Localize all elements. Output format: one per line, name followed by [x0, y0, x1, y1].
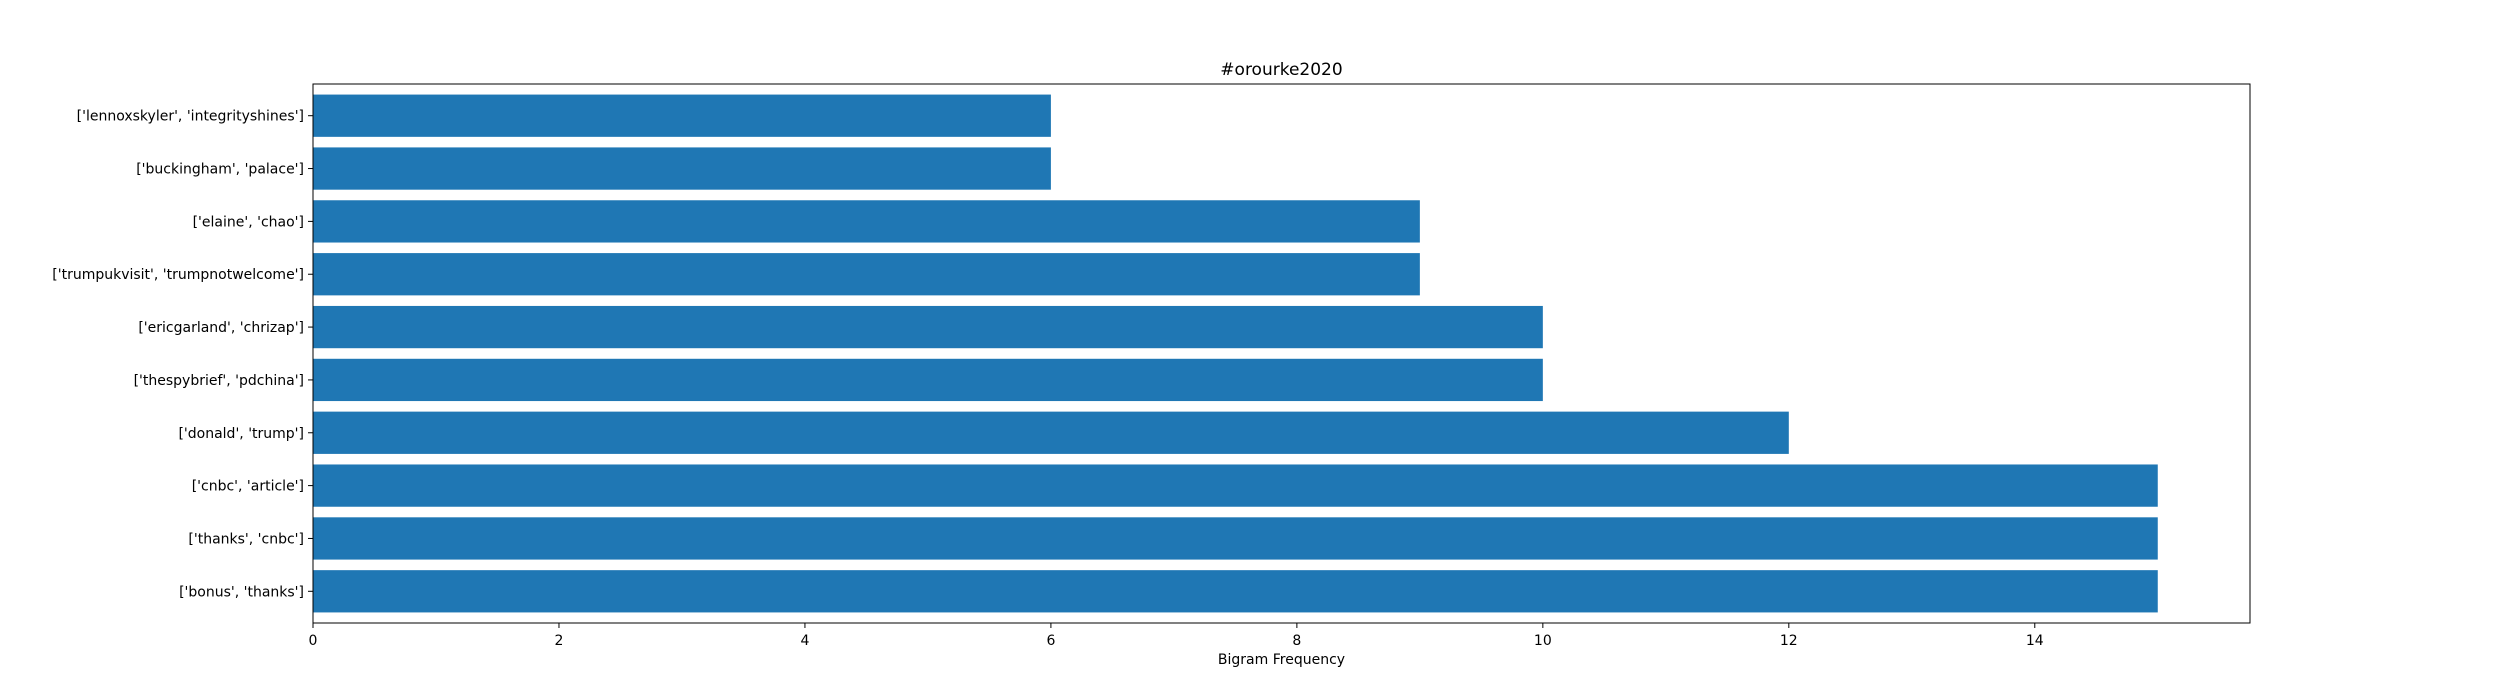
bar — [313, 464, 2158, 507]
x-tick-label: 12 — [1780, 633, 1798, 649]
y-tick-label: ['ericgarland', 'chrizap'] — [138, 320, 304, 336]
bars-group — [313, 94, 2158, 613]
y-tick-label: ['buckingham', 'palace'] — [136, 162, 304, 178]
y-tick-label: ['bonus', 'thanks'] — [179, 584, 304, 600]
bar — [313, 570, 2158, 613]
y-tick-label: ['trumpukvisit', 'trumpnotwelcome'] — [52, 267, 304, 283]
bar — [313, 358, 1543, 402]
bar — [313, 305, 1543, 349]
y-tick-label: ['donald', 'trump'] — [178, 426, 304, 442]
bar — [313, 411, 1789, 454]
bar — [313, 200, 1420, 243]
y-tick-label: ['cnbc', 'article'] — [192, 479, 304, 495]
x-tick-label: 6 — [1046, 633, 1055, 649]
x-tick-label: 2 — [555, 633, 564, 649]
y-tick-label: ['elaine', 'chao'] — [193, 214, 304, 230]
plot-frame — [312, 83, 2251, 624]
y-tick-label: ['thespybrief', 'pdchina'] — [134, 373, 304, 389]
x-tick-label: 14 — [2026, 633, 2044, 649]
x-tick-label: 4 — [800, 633, 809, 649]
y-tick-label: ['thanks', 'cnbc'] — [188, 531, 304, 547]
bar — [313, 94, 1051, 137]
x-axis-ticks: 0 2 4 6 8 10 12 14 — [309, 623, 2044, 649]
bar — [313, 253, 1420, 296]
bar — [313, 517, 2158, 560]
x-tick-label: 0 — [309, 633, 318, 649]
x-tick-label: 10 — [1534, 633, 1552, 649]
bar — [313, 147, 1051, 190]
x-tick-label: 8 — [1292, 633, 1301, 649]
chart-title: #orourke2020 — [1220, 60, 1342, 80]
y-tick-label: ['lennoxskyler', 'integrityshines'] — [77, 109, 304, 125]
x-axis-title: Bigram Frequency — [1218, 652, 1345, 668]
y-axis-ticks: ['bonus', 'thanks'] ['thanks', 'cnbc'] ['c… — [52, 109, 313, 600]
